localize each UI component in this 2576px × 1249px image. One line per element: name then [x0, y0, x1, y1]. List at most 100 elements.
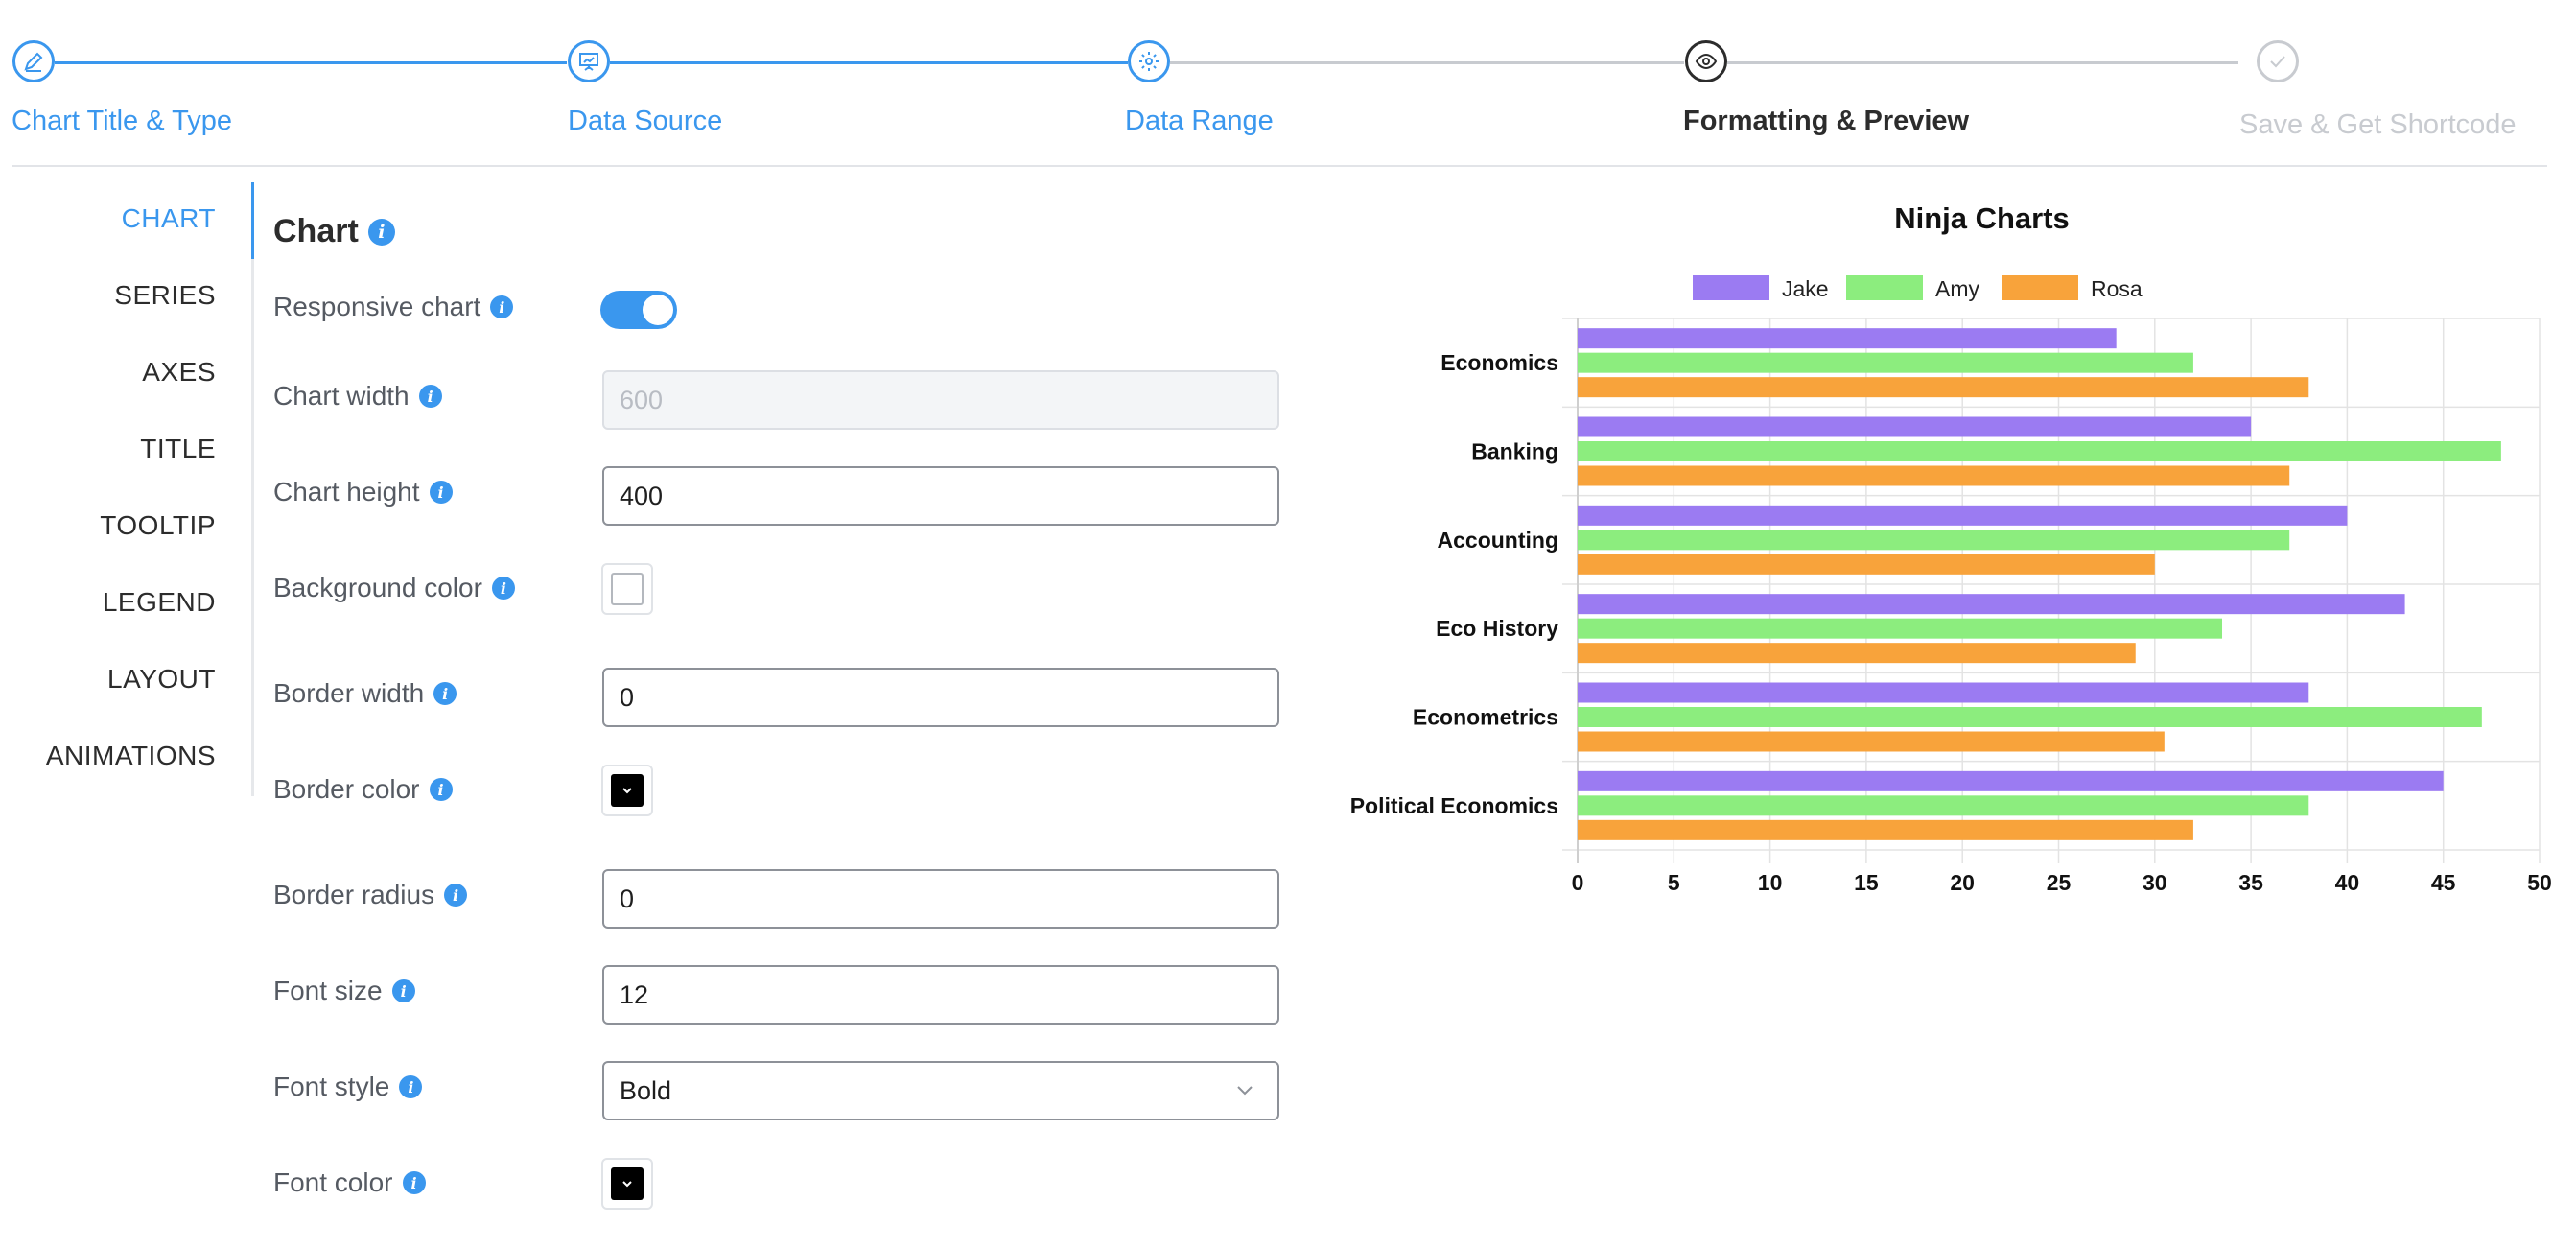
step-connector — [1727, 61, 2238, 64]
color-swatch — [611, 573, 644, 605]
bar-amy — [1578, 707, 2482, 727]
bar-jake — [1578, 505, 2348, 526]
bar-rosa — [1578, 643, 2136, 664]
bar-amy — [1578, 795, 2309, 816]
x-tick-label: 0 — [1572, 870, 1584, 895]
bar-rosa — [1578, 731, 2165, 752]
x-tick-label: 35 — [2238, 870, 2263, 895]
color-swatch — [611, 774, 644, 807]
step-connector — [55, 61, 567, 64]
info-icon[interactable]: i — [418, 385, 442, 408]
bar-amy — [1578, 530, 2290, 551]
font-size-label: Font size i — [273, 976, 415, 1006]
step-5-circle[interactable] — [2257, 40, 2299, 82]
info-icon[interactable]: i — [367, 218, 395, 246]
bar-rosa — [1578, 377, 2309, 398]
font-color-picker[interactable] — [601, 1158, 653, 1210]
bar-amy — [1578, 352, 2193, 373]
font-size-text: Font size — [273, 976, 383, 1005]
border-color-picker[interactable] — [601, 765, 653, 816]
x-tick-label: 25 — [2047, 870, 2072, 895]
legend-label-amy: Amy — [1935, 276, 1980, 301]
info-icon[interactable]: i — [429, 778, 453, 801]
step-3-circle[interactable] — [1128, 40, 1170, 82]
sidebar-item-chart[interactable]: CHART — [121, 203, 216, 233]
sidebar-item-axes[interactable]: AXES — [142, 357, 216, 387]
toggle-knob — [643, 295, 673, 325]
info-icon[interactable]: i — [491, 577, 515, 600]
responsive-chart-label: Responsive chart i — [273, 292, 514, 322]
legend-swatch-amy — [1846, 275, 1923, 300]
y-tick-label: Political Economics — [1350, 793, 1558, 818]
x-tick-label: 40 — [2335, 870, 2360, 895]
sidebar-item-tooltip[interactable]: TOOLTIP — [100, 510, 216, 540]
chart-preview: Ninja Charts Jake Amy Rosa 0 5 10 15 20 25 30 35 40 4… — [1350, 201, 2552, 895]
legend-swatch-rosa — [2002, 275, 2078, 300]
border-width-label: Border width i — [273, 678, 457, 709]
background-color-picker[interactable] — [601, 563, 653, 615]
y-tick-label: Econometrics — [1413, 705, 1558, 730]
chevron-down-icon — [1237, 1086, 1253, 1096]
info-icon[interactable]: i — [399, 1075, 423, 1098]
info-icon[interactable]: i — [444, 884, 468, 907]
y-tick-label: Accounting — [1438, 528, 1559, 553]
info-icon[interactable]: i — [490, 295, 514, 318]
border-radius-label: Border radius i — [273, 880, 468, 910]
step-2-circle[interactable] — [568, 40, 610, 82]
step-5-label[interactable]: Save & Get Shortcode — [2239, 109, 2517, 140]
y-tick-label: Economics — [1440, 350, 1558, 375]
border-radius-input[interactable]: 0 — [602, 869, 1279, 929]
step-connector — [610, 61, 1128, 64]
font-style-value: Bold — [620, 1075, 672, 1105]
sidebar-item-animations[interactable]: ANIMATIONS — [45, 741, 216, 770]
border-color-label: Border color i — [273, 774, 453, 805]
bar-amy — [1578, 618, 2223, 639]
legend-swatch-jake — [1693, 275, 1769, 300]
bar-jake — [1578, 770, 2444, 791]
header-divider — [12, 165, 2547, 167]
bar-amy — [1578, 441, 2501, 461]
info-icon[interactable]: i — [402, 1171, 426, 1194]
font-color-label: Font color i — [273, 1167, 426, 1198]
info-icon[interactable]: i — [391, 979, 415, 1002]
step-4-label[interactable]: Formatting & Preview — [1683, 106, 1970, 136]
chart-width-text: Chart width — [273, 381, 410, 411]
bar-jake — [1578, 682, 2309, 703]
font-color-text: Font color — [273, 1167, 393, 1197]
x-tick-label: 5 — [1668, 870, 1680, 895]
background-color-label: Background color i — [273, 573, 515, 603]
font-style-select[interactable]: Bold — [602, 1061, 1279, 1120]
x-tick-label: 50 — [2527, 870, 2552, 895]
font-size-input[interactable]: 12 — [602, 965, 1279, 1025]
chart-width-input[interactable]: 600 — [602, 370, 1279, 430]
eye-icon — [1695, 53, 1718, 70]
bar-rosa — [1578, 819, 2193, 840]
x-tick-label: 45 — [2431, 870, 2456, 895]
step-1-circle[interactable] — [12, 40, 55, 82]
sidebar-item-title[interactable]: TITLE — [140, 434, 216, 463]
presentation-icon — [579, 53, 598, 71]
sidebar-item-legend[interactable]: LEGEND — [102, 587, 216, 617]
border-radius-text: Border radius — [273, 880, 435, 909]
border-width-input[interactable]: 0 — [602, 668, 1279, 727]
bar-rosa — [1578, 554, 2155, 575]
sidebar-item-layout[interactable]: LAYOUT — [107, 664, 216, 694]
step-4-circle[interactable] — [1685, 40, 1727, 82]
step-3-label[interactable]: Data Range — [1125, 106, 1274, 136]
font-style-text: Font style — [273, 1072, 390, 1101]
step-1-label[interactable]: Chart Title & Type — [12, 106, 232, 136]
x-tick-label: 10 — [1758, 870, 1783, 895]
sidebar-item-series[interactable]: SERIES — [114, 280, 216, 310]
step-connector — [1170, 61, 1684, 64]
step-2-label[interactable]: Data Source — [568, 106, 723, 136]
info-icon[interactable]: i — [429, 481, 453, 504]
border-color-text: Border color — [273, 774, 420, 804]
chevron-down-icon — [622, 1181, 632, 1188]
wizard-stepper: Chart Title & Type Data Source Data Rang… — [0, 0, 2576, 168]
font-style-label: Font style i — [273, 1072, 423, 1102]
legend-label-jake: Jake — [1782, 276, 1829, 301]
chevron-down-icon — [622, 788, 632, 794]
responsive-chart-toggle[interactable] — [600, 291, 677, 329]
info-icon[interactable]: i — [433, 682, 457, 705]
chart-height-input[interactable]: 400 — [602, 466, 1279, 526]
